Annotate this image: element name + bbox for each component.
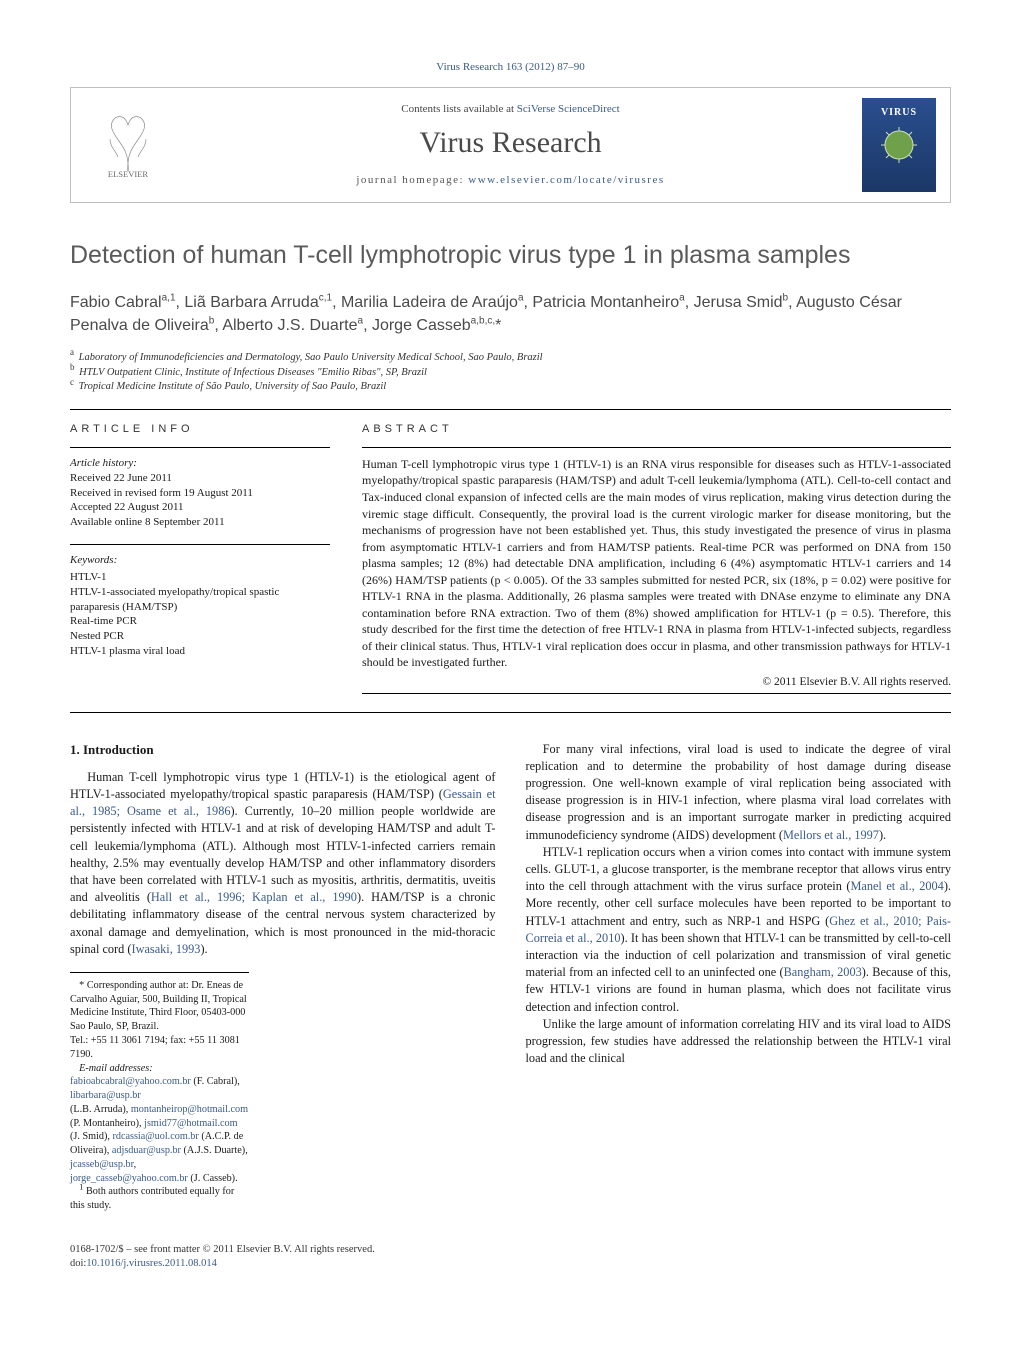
thin-rule xyxy=(70,447,330,448)
email-link[interactable]: fabioabcabral@yahoo.com.br xyxy=(70,1076,191,1087)
intro-para-4: Unlike the large amount of information c… xyxy=(526,1016,952,1068)
citation-line: Virus Research 163 (2012) 87–90 xyxy=(70,60,951,75)
intro-para-2: For many viral infections, viral load is… xyxy=(526,741,952,844)
email-addresses-4: jcasseb@usp.br, jorge_casseb@yahoo.com.b… xyxy=(70,1158,249,1186)
front-matter-line: 0168-1702/$ – see front matter © 2011 El… xyxy=(70,1244,375,1255)
journal-homepage-line: journal homepage: www.elsevier.com/locat… xyxy=(171,173,850,188)
affiliation-line: a Laboratory of Immunodeficiencies and D… xyxy=(70,351,951,366)
thin-rule xyxy=(70,544,330,545)
keyword-item: Real-time PCR xyxy=(70,614,330,629)
abstract-head: ABSTRACT xyxy=(362,422,951,437)
email-addresses: E-mail addresses: fabioabcabral@yahoo.co… xyxy=(70,1062,249,1103)
email-link[interactable]: jorge_casseb@yahoo.com.br xyxy=(70,1173,188,1184)
intro-para-1: Human T-cell lymphotropic virus type 1 (… xyxy=(70,769,496,958)
publisher-logo: ELSEVIER xyxy=(85,107,171,184)
article-title: Detection of human T-cell lymphotropic v… xyxy=(70,239,951,273)
article-info-head: ARTICLE INFO xyxy=(70,422,330,437)
contents-lists-line: Contents lists available at SciVerse Sci… xyxy=(171,102,850,117)
affiliations: a Laboratory of Immunodeficiencies and D… xyxy=(70,351,951,395)
citation-link[interactable]: Manel et al., 2004 xyxy=(850,879,943,893)
journal-cover-thumb: VIRUS xyxy=(850,98,936,192)
keyword-item: HTLV-1 xyxy=(70,570,330,585)
page: Virus Research 163 (2012) 87–90 ELSEVIER… xyxy=(0,0,1021,1311)
elsevier-tree-icon: ELSEVIER xyxy=(97,107,159,184)
thin-rule xyxy=(362,693,951,694)
horizontal-rule xyxy=(70,409,951,410)
email-link[interactable]: adjsduar@usp.br xyxy=(112,1145,181,1156)
email-link[interactable]: montanheirop@hotmail.com xyxy=(131,1104,248,1115)
email-link[interactable]: jsmid77@hotmail.com xyxy=(144,1118,237,1129)
email-link[interactable]: libarbara@usp.br xyxy=(70,1090,141,1101)
elsevier-wordmark: ELSEVIER xyxy=(108,169,148,179)
intro-para-3: HTLV-1 replication occurs when a virion … xyxy=(526,844,952,1016)
email-link[interactable]: rdcassia@uol.com.br xyxy=(112,1131,198,1142)
horizontal-rule xyxy=(70,712,951,713)
email-addresses-3: (J. Smid), rdcassia@uol.com.br (A.C.P. d… xyxy=(70,1130,249,1158)
citation-link[interactable]: Iwasaki, 1993 xyxy=(131,942,200,956)
doi-link[interactable]: 10.1016/j.virusres.2011.08.014 xyxy=(86,1258,217,1269)
abstract-text: Human T-cell lymphotropic virus type 1 (… xyxy=(362,456,951,671)
corr-tel: Tel.: +55 11 3061 7194; fax: +55 11 3081… xyxy=(70,1034,249,1062)
shared-authorship-note: 1 Both authors contributed equally for t… xyxy=(70,1185,249,1213)
section-heading-intro: 1. Introduction xyxy=(70,741,496,759)
keyword-item: HTLV-1-associated myelopathy/tropical sp… xyxy=(70,585,330,615)
abstract-copyright: © 2011 Elsevier B.V. All rights reserved… xyxy=(362,675,951,691)
thin-rule xyxy=(362,447,951,448)
citation-link[interactable]: Mellors et al., 1997 xyxy=(783,828,879,842)
cover-title: VIRUS xyxy=(881,106,917,120)
doi-label: doi: xyxy=(70,1258,86,1269)
history-revised: Received in revised form 19 August 2011 xyxy=(70,487,253,499)
keyword-item: HTLV-1 plasma viral load xyxy=(70,644,330,659)
sciencedirect-link[interactable]: SciVerse ScienceDirect xyxy=(517,103,620,115)
keyword-item: Nested PCR xyxy=(70,629,330,644)
cover-art-icon xyxy=(876,119,922,165)
author-list: Fabio Cabrala,1, Liã Barbara Arrudac,1, … xyxy=(70,291,951,337)
page-footer: 0168-1702/$ – see front matter © 2011 El… xyxy=(70,1243,951,1271)
history-label: Article history: xyxy=(70,457,137,469)
journal-homepage-link[interactable]: www.elsevier.com/locate/virusres xyxy=(468,174,664,186)
corresponding-author-footnote: * Corresponding author at: Dr. Eneas de … xyxy=(70,972,249,1213)
article-info-block: ARTICLE INFO Article history: Received 2… xyxy=(70,422,330,701)
journal-masthead: ELSEVIER Contents lists available at Sci… xyxy=(70,87,951,203)
citation-link[interactable]: Bangham, 2003 xyxy=(784,965,862,979)
affiliation-line: c Tropical Medicine Institute of São Pau… xyxy=(70,380,951,395)
body-columns: 1. Introduction Human T-cell lymphotropi… xyxy=(70,741,951,1213)
keywords-label: Keywords: xyxy=(70,553,330,568)
keywords-list: HTLV-1HTLV-1-associated myelopathy/tropi… xyxy=(70,570,330,659)
history-online: Available online 8 September 2011 xyxy=(70,516,225,528)
abstract-block: ABSTRACT Human T-cell lymphotropic virus… xyxy=(362,422,951,701)
affiliation-line: b HTLV Outpatient Clinic, Institute of I… xyxy=(70,366,951,381)
history-accepted: Accepted 22 August 2011 xyxy=(70,501,184,513)
article-meta-row: ARTICLE INFO Article history: Received 2… xyxy=(70,422,951,701)
journal-name: Virus Research xyxy=(171,123,850,164)
email-link[interactable]: jcasseb@usp.br xyxy=(70,1159,134,1170)
history-received: Received 22 June 2011 xyxy=(70,472,172,484)
email-addresses-2: (L.B. Arruda), montanheirop@hotmail.com … xyxy=(70,1103,249,1131)
article-history: Article history: Received 22 June 2011 R… xyxy=(70,456,330,530)
citation-link[interactable]: Hall et al., 1996; Kaplan et al., 1990 xyxy=(151,890,357,904)
masthead-center: Contents lists available at SciVerse Sci… xyxy=(171,102,850,188)
